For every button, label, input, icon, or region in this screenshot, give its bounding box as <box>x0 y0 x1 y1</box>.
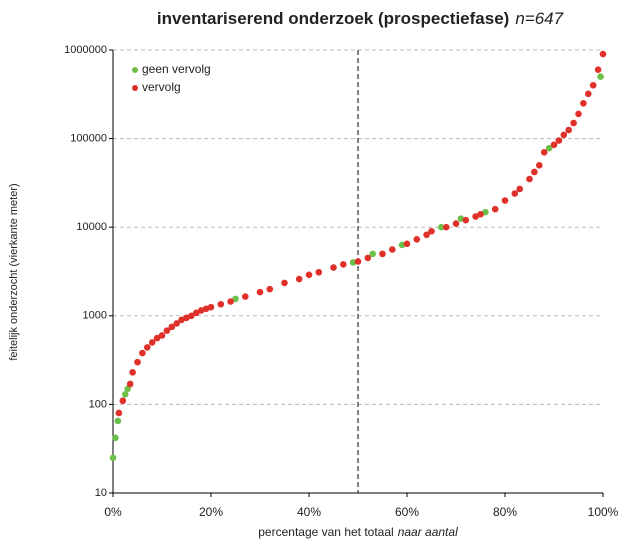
point <box>349 259 357 266</box>
legend-label: vervolg <box>142 80 181 94</box>
point <box>256 288 264 296</box>
x-axis-label: percentage van het totaal <box>258 525 393 539</box>
point <box>364 254 372 262</box>
point <box>207 303 215 311</box>
point <box>555 137 563 144</box>
point <box>144 344 151 351</box>
point <box>428 227 435 235</box>
y-axis-label: feitelijk onderzocht (vierkante meter) <box>8 183 20 360</box>
point <box>112 434 119 442</box>
point <box>330 264 337 271</box>
point <box>153 334 161 342</box>
point <box>295 275 303 283</box>
point <box>188 312 195 320</box>
chart-title-group: inventariserend onderzoek (prospectiefas… <box>157 9 564 28</box>
x-tick-label: 20% <box>199 505 223 519</box>
y-tick-label: 1000 <box>83 310 107 322</box>
x-tick-label: 80% <box>493 505 517 519</box>
x-tick-label: 40% <box>297 505 321 519</box>
point <box>119 397 127 405</box>
point <box>305 271 313 279</box>
point <box>109 454 117 462</box>
y-tick-label: 100000 <box>70 133 107 145</box>
point <box>501 197 509 204</box>
point <box>526 175 533 183</box>
x-axis-label-note: naar aantal <box>398 525 458 539</box>
point <box>217 300 225 308</box>
point <box>540 149 548 156</box>
point <box>369 250 377 258</box>
point <box>121 391 129 398</box>
point <box>452 220 460 227</box>
point <box>168 323 176 331</box>
point <box>148 339 156 346</box>
point <box>139 349 146 357</box>
point <box>565 126 572 134</box>
point <box>163 327 171 334</box>
point <box>477 210 484 218</box>
point <box>585 90 592 98</box>
point <box>354 258 362 265</box>
point <box>516 185 523 193</box>
point <box>560 131 568 139</box>
point <box>114 417 122 425</box>
chart-subtitle: n=647 <box>515 9 563 28</box>
point <box>232 295 239 303</box>
point <box>266 285 274 293</box>
point <box>134 358 141 366</box>
point <box>193 309 200 317</box>
chart-title: inventariserend onderzoek (prospectiefas… <box>157 9 509 28</box>
x-tick-label: 0% <box>104 505 122 519</box>
y-tick-label: 100 <box>89 398 107 410</box>
point <box>597 73 604 80</box>
legend-swatch <box>132 85 138 91</box>
point <box>227 298 234 305</box>
point <box>423 231 430 239</box>
point <box>403 240 411 248</box>
point <box>589 81 597 89</box>
point <box>438 223 445 231</box>
point <box>462 216 470 224</box>
point <box>379 250 386 258</box>
point <box>594 66 602 73</box>
x-tick-label: 60% <box>395 505 419 519</box>
point <box>575 110 582 118</box>
point <box>570 119 577 127</box>
point <box>173 320 180 327</box>
point <box>115 409 123 417</box>
point <box>340 261 347 268</box>
point <box>545 144 553 152</box>
point <box>389 246 396 253</box>
x-tick-label: 100% <box>588 505 619 519</box>
y-tick-label: 1000000 <box>64 44 107 56</box>
point <box>413 236 421 243</box>
point <box>442 223 450 231</box>
point <box>126 380 134 388</box>
x-axis-label-group: percentage van het totaal naar aantal <box>258 525 458 539</box>
point <box>315 268 323 276</box>
point <box>472 213 479 220</box>
point <box>281 279 288 287</box>
point <box>242 293 249 300</box>
point <box>129 369 136 376</box>
point <box>531 168 538 176</box>
point <box>536 161 543 169</box>
point <box>491 205 499 213</box>
y-tick-label: 10 <box>95 487 107 499</box>
y-tick-label: 10000 <box>76 221 107 233</box>
point <box>511 190 519 197</box>
legend-label: geen vervolg <box>142 62 211 76</box>
point <box>599 50 607 58</box>
point <box>550 141 558 149</box>
point <box>580 100 587 107</box>
point <box>158 332 166 339</box>
legend-swatch <box>132 67 138 73</box>
